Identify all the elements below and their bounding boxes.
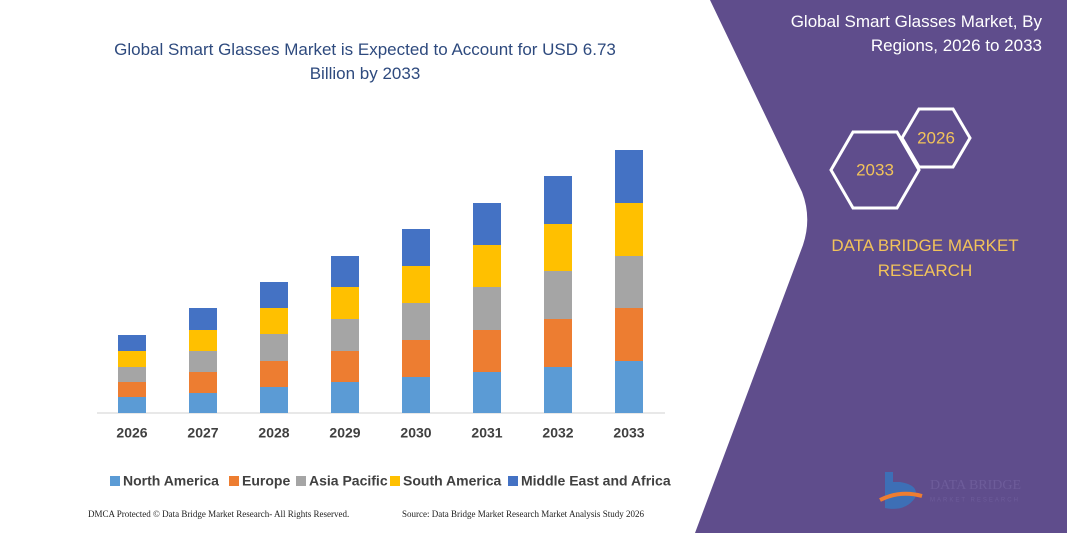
bar-segment (473, 287, 501, 330)
footer-right: Source: Data Bridge Market Research Mark… (402, 509, 644, 519)
bar-segment (402, 266, 430, 303)
bar-segment (473, 203, 501, 245)
bar-segment (260, 308, 288, 334)
legend-swatch (229, 476, 239, 486)
x-tick-label: 2032 (542, 425, 573, 441)
bar-segment (118, 382, 146, 397)
bar-segment (402, 303, 430, 340)
bar-segment (331, 287, 359, 319)
bar-segment (189, 372, 217, 393)
footer-left: DMCA Protected © Data Bridge Market Rese… (88, 509, 349, 519)
brand: DATA BRIDGE MARKET RESEARCH (831, 236, 1019, 280)
hexagon (900, 107, 972, 169)
logo-name: DATA BRIDGE (930, 478, 1021, 493)
side-panel (695, 0, 1067, 533)
x-tick-label: 2028 (258, 425, 289, 441)
bar-segment (118, 351, 146, 367)
legend-swatch (390, 476, 400, 486)
bar-segment (118, 367, 146, 382)
bar-segment (544, 367, 572, 413)
bar-segment (189, 393, 217, 413)
legend-label: Europe (242, 473, 290, 489)
legend-swatch (110, 476, 120, 486)
bar-segment (473, 372, 501, 413)
bar-segment (189, 308, 217, 330)
bar-segment (615, 308, 643, 361)
legend-swatch (296, 476, 306, 486)
bar-segment (615, 150, 643, 203)
bar-segment (544, 271, 572, 319)
bar-segment (331, 351, 359, 382)
bar-segment (118, 335, 146, 351)
bar-segment (260, 387, 288, 413)
bar-segment (615, 203, 643, 256)
bar-segment (402, 340, 430, 377)
bar-segment (331, 382, 359, 413)
hexagon-label: 2033 (856, 160, 894, 179)
bar-segment (331, 256, 359, 287)
bar-segment (473, 245, 501, 287)
x-tick-label: 2033 (613, 425, 644, 441)
legend-swatch (508, 476, 518, 486)
logo-tagline: MARKET RESEARCH (930, 498, 1020, 504)
legend-label: North America (123, 473, 219, 489)
bar-segment (544, 319, 572, 367)
chart-title: Global Smart Glasses Market is Expected … (114, 40, 616, 83)
x-tick-label: 2026 (116, 425, 147, 441)
hexagon-label: 2026 (917, 128, 955, 147)
bar-segment (473, 330, 501, 372)
legend-label: Middle East and Africa (521, 473, 671, 489)
bar-segment (189, 351, 217, 372)
legend-label: Asia Pacific (309, 473, 388, 489)
bar-segment (402, 229, 430, 266)
bar-segment (118, 397, 146, 413)
x-tick-label: 2030 (400, 425, 431, 441)
bar-segment (544, 224, 572, 271)
logo-swoosh (879, 491, 923, 502)
bar-segment (189, 330, 217, 351)
bar-segment (544, 176, 572, 224)
hexagon (829, 130, 921, 210)
logo-mark (885, 472, 916, 509)
logo: DATA BRIDGE MARKET RESEARCH (879, 472, 1021, 509)
bar-segment (615, 361, 643, 413)
panel-title: Global Smart Glasses Market, By Regions,… (790, 12, 1042, 55)
legend-label: South America (403, 473, 501, 489)
x-tick-label: 2031 (471, 425, 502, 441)
bar-segment (615, 256, 643, 308)
bar-segment (260, 361, 288, 387)
x-tick-label: 2027 (187, 425, 218, 441)
bar-segment (402, 377, 430, 413)
bar-segment (331, 319, 359, 351)
bar-segment (260, 282, 288, 308)
bar-segment (260, 334, 288, 361)
x-tick-label: 2029 (329, 425, 360, 441)
